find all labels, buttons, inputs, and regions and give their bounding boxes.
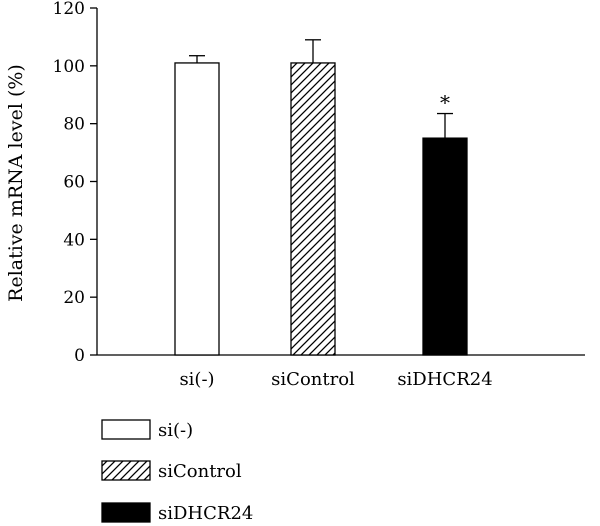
bar-1 — [174, 62, 220, 356]
y-tick-label: 60 — [63, 173, 85, 193]
legend: si(-) siControl siDHCR24 — [101, 419, 253, 524]
legend-label-2: siControl — [158, 461, 242, 482]
y-tick-label: 40 — [63, 230, 85, 250]
x-tick-labels: si(-) siControl siDHCR24 — [179, 369, 492, 390]
y-tick-label: 100 — [53, 57, 85, 77]
y-axis-label: Relative mRNA level (%) — [5, 64, 27, 302]
x-tick-label: siControl — [271, 369, 355, 390]
y-tick-label: 80 — [63, 115, 85, 135]
legend-label-3: siDHCR24 — [158, 503, 253, 524]
x-tick-label: si(-) — [179, 369, 214, 390]
legend-swatch-1 — [101, 419, 151, 440]
x-tick-label: siDHCR24 — [397, 369, 492, 390]
legend-label-1: si(-) — [158, 420, 193, 441]
y-tick-label: 0 — [74, 346, 85, 366]
legend-swatch-3 — [101, 502, 151, 523]
y-axis: 0 20 40 60 80 100 120 — [53, 0, 98, 366]
significance-marker: * — [440, 91, 450, 115]
y-tick-label: 20 — [63, 288, 85, 308]
bars: * — [174, 39, 468, 356]
legend-swatch-2 — [101, 460, 151, 481]
bar-2 — [290, 62, 336, 356]
bar-3 — [422, 137, 468, 356]
y-tick-label: 120 — [53, 0, 85, 19]
